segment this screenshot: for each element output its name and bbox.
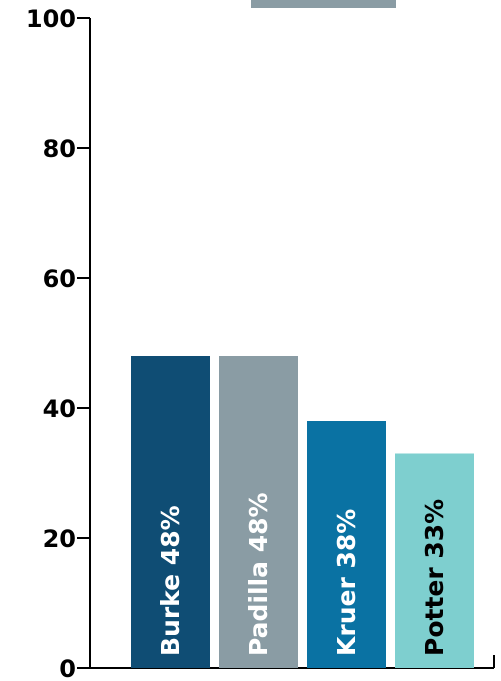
y-axis-ticks: 0 20 40 60 80 100 bbox=[26, 5, 90, 681]
bar-kruer bbox=[307, 421, 386, 668]
y-tick-label: 80 bbox=[43, 135, 76, 163]
bar-data-label: Burke 48% bbox=[156, 505, 185, 656]
y-tick-label: 60 bbox=[43, 265, 76, 293]
bars-group: Burke 48% Padilla 48% Kruer 38% Potter 33% bbox=[131, 356, 474, 668]
bar-burke bbox=[131, 356, 210, 668]
bar-data-label: Potter 33% bbox=[420, 499, 449, 656]
y-tick-label: 100 bbox=[26, 5, 76, 33]
bar-data-label: Padilla 48% bbox=[244, 492, 273, 656]
legend-marker bbox=[251, 0, 396, 8]
y-tick-label: 0 bbox=[59, 655, 76, 681]
bar-potter bbox=[395, 453, 474, 668]
y-tick-label: 40 bbox=[43, 395, 76, 423]
bar-padilla bbox=[219, 356, 298, 668]
y-tick-label: 20 bbox=[43, 525, 76, 553]
bar-data-label: Kruer 38% bbox=[332, 509, 361, 656]
